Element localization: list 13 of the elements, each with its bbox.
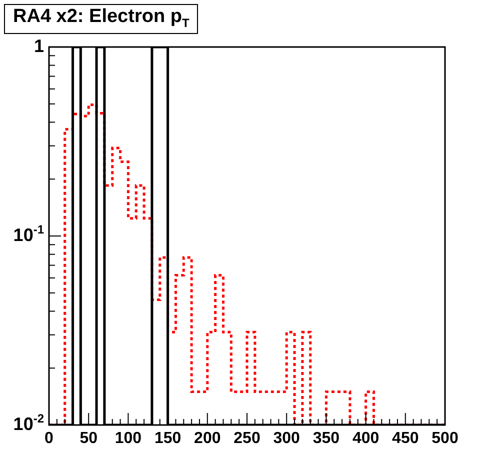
x-tick-label: 150 — [154, 430, 182, 448]
x-tick-label: 100 — [114, 430, 142, 448]
chart-title: RA4 x2: Electron p$_{T}$ — [4, 4, 198, 34]
x-tick-label: 250 — [234, 430, 260, 448]
x-tick-label: 200 — [194, 430, 221, 448]
y-tick-label: 1 — [34, 36, 44, 56]
x-tick-label: 300 — [273, 430, 300, 448]
x-tick-label: 50 — [80, 430, 98, 448]
x-tick-label: 450 — [392, 430, 419, 448]
x-tick-label: 500 — [432, 430, 458, 448]
x-tick-label: 350 — [312, 430, 340, 448]
x-tick-label: 400 — [352, 430, 380, 448]
x-tick-label: 0 — [44, 430, 54, 448]
